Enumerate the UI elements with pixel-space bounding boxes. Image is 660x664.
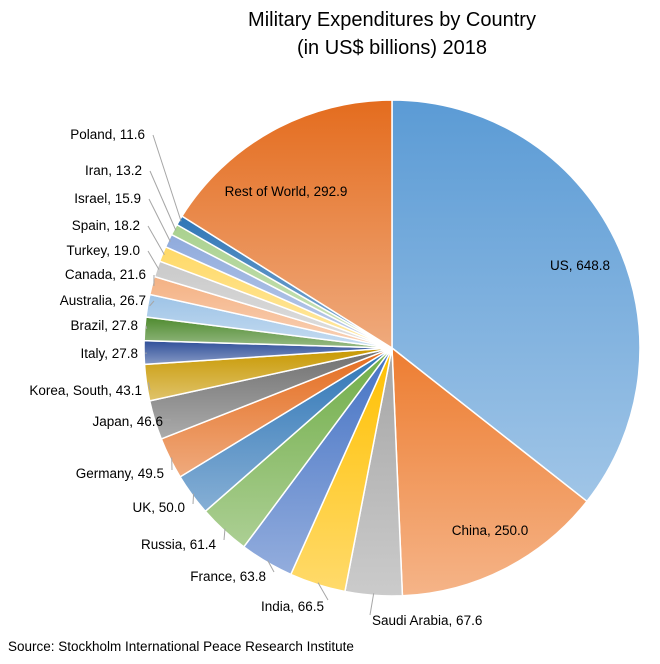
label-turkey: Turkey, 19.0 xyxy=(66,243,140,258)
leader-israel xyxy=(148,198,171,242)
source-note: Source: Stockholm International Peace Re… xyxy=(8,639,354,654)
leader-spain xyxy=(147,225,165,255)
label-china: China, 250.0 xyxy=(452,523,529,538)
leader-france xyxy=(267,559,275,573)
label-iran: Iran, 13.2 xyxy=(85,163,142,178)
label-uk: UK, 50.0 xyxy=(132,500,185,515)
label-australia: Australia, 26.7 xyxy=(60,293,146,308)
label-italy: Italy, 27.8 xyxy=(80,346,138,361)
label-india: India, 66.5 xyxy=(261,599,324,614)
leader-turkey xyxy=(147,250,160,270)
label-russia: Russia, 61.4 xyxy=(141,537,217,552)
label-korea-south: Korea, South, 43.1 xyxy=(29,383,142,398)
slice-labels: US, 648.8 China, 250.0 Saudi Arabia, 67.6 I… xyxy=(29,127,610,628)
leader-poland xyxy=(152,134,182,222)
label-us: US, 648.8 xyxy=(550,258,610,273)
label-israel: Israel, 15.9 xyxy=(74,191,141,206)
chart-subtitle: (in US$ billions) 2018 xyxy=(297,37,487,59)
leader-uk xyxy=(192,493,195,505)
leader-russia xyxy=(223,528,226,541)
label-brazil: Brazil, 27.8 xyxy=(70,318,138,333)
label-poland: Poland, 11.6 xyxy=(70,127,145,142)
slice-us xyxy=(391,99,641,503)
slice-rest-of-world xyxy=(180,99,393,350)
slice-china xyxy=(391,346,588,597)
chart-title: Military Expenditures by Country xyxy=(248,9,536,31)
label-france: France, 63.8 xyxy=(190,569,266,584)
leader-saudi-arabia xyxy=(369,593,375,616)
label-rest-of-world: Rest of World, 292.9 xyxy=(225,184,348,199)
leader-iran xyxy=(149,170,177,231)
pie-slices xyxy=(143,99,641,597)
label-japan: Japan, 46.6 xyxy=(92,414,163,429)
label-canada: Canada, 21.6 xyxy=(65,267,146,282)
label-spain: Spain, 18.2 xyxy=(72,218,140,233)
leader-brazil xyxy=(145,325,148,330)
label-germany: Germany, 49.5 xyxy=(76,466,164,481)
leader-india xyxy=(317,582,329,601)
leader-korea-south xyxy=(147,382,151,391)
label-saudi-arabia: Saudi Arabia, 67.6 xyxy=(372,613,482,628)
leader-lines xyxy=(145,134,375,616)
leader-australia xyxy=(149,300,155,307)
